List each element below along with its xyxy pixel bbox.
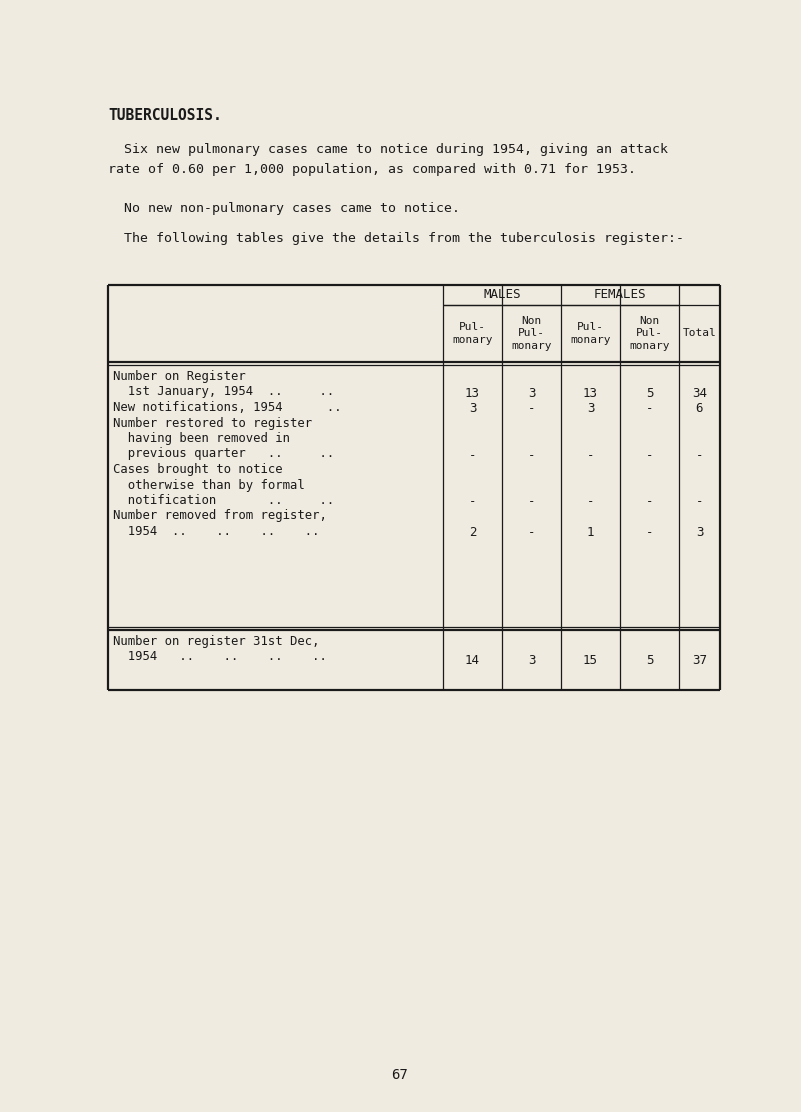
Text: -: - [528,526,535,539]
Text: -: - [528,495,535,508]
Text: -: - [469,449,477,461]
Text: Pul-
monary: Pul- monary [453,322,493,345]
Text: 1954  ..    ..    ..    ..: 1954 .. .. .. .. [113,525,320,538]
Text: Non
Pul-
monary: Non Pul- monary [511,316,552,351]
Text: Number on Register: Number on Register [113,370,246,383]
Text: rate of 0.60 per 1,000 population, as compared with 0.71 for 1953.: rate of 0.60 per 1,000 population, as co… [108,163,636,176]
Text: Number on register 31st Dec,: Number on register 31st Dec, [113,635,320,648]
Text: Six new pulmonary cases came to notice during 1954, giving an attack: Six new pulmonary cases came to notice d… [108,143,668,156]
Text: Non
Pul-
monary: Non Pul- monary [630,316,670,351]
Text: 6: 6 [696,403,703,415]
Text: Number removed from register,: Number removed from register, [113,509,327,523]
Text: 67: 67 [392,1068,409,1082]
Text: MALES: MALES [483,288,521,301]
Text: -: - [696,449,703,461]
Text: 13: 13 [583,387,598,399]
Text: -: - [587,449,594,461]
Text: previous quarter   ..     ..: previous quarter .. .. [113,447,334,460]
Text: -: - [646,449,654,461]
Text: -: - [587,495,594,508]
Text: 3: 3 [587,403,594,415]
Text: 14: 14 [465,654,480,666]
Text: 1: 1 [587,526,594,539]
Text: 5: 5 [646,387,654,399]
Text: otherwise than by formal: otherwise than by formal [113,478,304,492]
Text: TUBERCULOSIS.: TUBERCULOSIS. [108,108,222,123]
Text: -: - [646,526,654,539]
Text: No new non-pulmonary cases came to notice.: No new non-pulmonary cases came to notic… [108,202,460,215]
Text: -: - [646,403,654,415]
Text: New notifications, 1954      ..: New notifications, 1954 .. [113,401,341,414]
Text: 2: 2 [469,526,477,539]
Text: 1st January, 1954  ..     ..: 1st January, 1954 .. .. [113,386,334,398]
Text: Number restored to register: Number restored to register [113,417,312,429]
Text: Pul-
monary: Pul- monary [570,322,610,345]
Text: 5: 5 [646,654,654,666]
Text: notification       ..     ..: notification .. .. [113,494,334,507]
Text: having been removed in: having been removed in [113,431,290,445]
Text: 34: 34 [692,387,707,399]
Text: FEMALES: FEMALES [594,288,646,301]
Text: 3: 3 [696,526,703,539]
Text: Total: Total [682,328,716,338]
Text: 15: 15 [583,654,598,666]
Text: -: - [528,403,535,415]
Text: The following tables give the details from the tuberculosis register:-: The following tables give the details fr… [108,232,684,245]
Text: -: - [646,495,654,508]
Text: -: - [528,449,535,461]
Text: -: - [469,495,477,508]
Text: 3: 3 [469,403,477,415]
Text: 37: 37 [692,654,707,666]
Text: Cases brought to notice: Cases brought to notice [113,463,283,476]
Text: 13: 13 [465,387,480,399]
Text: -: - [696,495,703,508]
Text: 3: 3 [528,654,535,666]
Text: 1954   ..    ..    ..    ..: 1954 .. .. .. .. [113,651,327,664]
Text: 3: 3 [528,387,535,399]
